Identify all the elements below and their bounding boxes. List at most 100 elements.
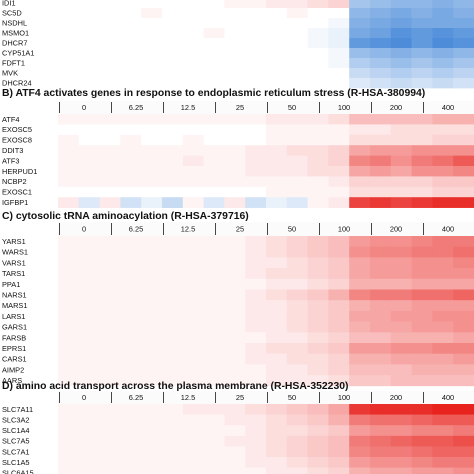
heatmap-cell	[453, 457, 474, 468]
heatmap-cell	[120, 353, 142, 365]
heatmap-cell	[432, 68, 454, 79]
heatmap-cell	[141, 425, 163, 437]
heatmap-cell	[99, 268, 121, 280]
heatmap-cell	[411, 404, 433, 415]
heatmap-cell	[390, 48, 412, 59]
heatmap-cell	[99, 257, 121, 269]
heatmap-cell	[266, 289, 288, 301]
heatmap-cell	[453, 246, 474, 258]
heatmap-cell	[453, 353, 474, 365]
heatmap-cell	[328, 446, 350, 458]
heatmap-cell	[245, 310, 267, 322]
heatmap-cell	[203, 28, 225, 39]
heatmap-cell	[370, 268, 392, 280]
heatmap-cell	[411, 28, 433, 39]
heatmap-cell	[58, 457, 80, 468]
heatmap-cell	[78, 186, 100, 198]
heatmap-cell	[182, 28, 204, 39]
heatmap-cell	[78, 467, 100, 474]
heatmap-cell	[99, 457, 121, 468]
heatmap-cell	[349, 166, 371, 177]
heatmap-cell	[349, 257, 371, 269]
heatmap-cell	[453, 404, 474, 415]
heatmap-cell	[203, 425, 225, 437]
heatmap-cell	[182, 300, 204, 312]
heatmap-cell	[432, 8, 454, 19]
heatmap-cell	[453, 197, 474, 208]
dose-label: 6.25	[129, 103, 143, 112]
heatmap-cell	[453, 124, 474, 136]
heatmap-cell	[224, 268, 246, 280]
heatmap-cell	[141, 289, 163, 301]
heatmap-cell	[78, 375, 100, 387]
heatmap-cell	[141, 166, 163, 177]
heatmap-cell	[78, 321, 100, 333]
heatmap-cell	[58, 414, 80, 426]
heatmap-cell	[411, 155, 433, 167]
heatmap-cell	[349, 353, 371, 365]
heatmap-cell	[370, 321, 392, 333]
gene-label: LARS1	[2, 312, 25, 321]
heatmap-cell	[182, 467, 204, 474]
heatmap-cell	[245, 268, 267, 280]
heatmap-cell	[286, 134, 308, 146]
dose-header-band	[58, 101, 474, 114]
heatmap-cell	[453, 435, 474, 447]
heatmap-cell	[141, 176, 163, 188]
heatmap-cell	[162, 176, 184, 188]
heatmap-cell	[99, 155, 121, 167]
heatmap-cell	[349, 467, 371, 474]
heatmap-cell	[78, 446, 100, 458]
heatmap-cell	[349, 0, 371, 9]
heatmap-cell	[141, 404, 163, 415]
heatmap-cell	[266, 176, 288, 188]
heatmap-cell	[411, 48, 433, 59]
heatmap-cell	[99, 38, 121, 49]
heatmap-cell	[390, 38, 412, 49]
heatmap-cell	[432, 48, 454, 59]
heatmap-cell	[182, 176, 204, 188]
heatmap-cell	[141, 343, 163, 355]
heatmap-cell	[141, 236, 163, 248]
heatmap-cell	[266, 28, 288, 39]
heatmap-cell	[203, 134, 225, 146]
heatmap-cell	[349, 124, 371, 136]
heatmap-cell	[141, 18, 163, 29]
heatmap-cell	[453, 155, 474, 167]
heatmap-cell	[203, 78, 225, 89]
heatmap-cell	[307, 364, 329, 376]
heatmap-cell	[328, 145, 350, 156]
heatmap-cell	[286, 268, 308, 280]
heatmap-cell	[307, 375, 329, 387]
heatmap-cell	[245, 58, 267, 69]
heatmap-cell	[411, 310, 433, 322]
heatmap-cell	[453, 467, 474, 474]
heatmap-cell	[349, 236, 371, 248]
heatmap-cell	[370, 58, 392, 69]
heatmap-cell	[307, 78, 329, 89]
heatmap-cell	[203, 300, 225, 312]
gene-label: VARS1	[2, 258, 26, 267]
heatmap-cell	[370, 310, 392, 322]
heatmap-cell	[224, 58, 246, 69]
heatmap-cell	[162, 289, 184, 301]
heatmap-cell	[349, 18, 371, 29]
heatmap-cell	[182, 289, 204, 301]
heatmap-cell	[99, 134, 121, 146]
dose-label: 200	[390, 393, 402, 402]
gene-label: EXOSC1	[2, 188, 32, 197]
heatmap-cell	[99, 364, 121, 376]
heatmap-cell	[182, 278, 204, 290]
heatmap-cell	[411, 145, 433, 156]
heatmap-cell	[411, 446, 433, 458]
heatmap-cell	[58, 257, 80, 269]
heatmap-cell	[286, 246, 308, 258]
dose-label: 400	[442, 225, 454, 234]
gene-label: NSDHL	[2, 19, 27, 28]
heatmap-cell	[58, 145, 80, 156]
dose-label: 100	[338, 103, 350, 112]
heatmap-cell	[141, 375, 163, 387]
heatmap-cell	[349, 114, 371, 125]
gene-label: ATF3	[2, 156, 20, 165]
heatmap-cell	[370, 425, 392, 437]
